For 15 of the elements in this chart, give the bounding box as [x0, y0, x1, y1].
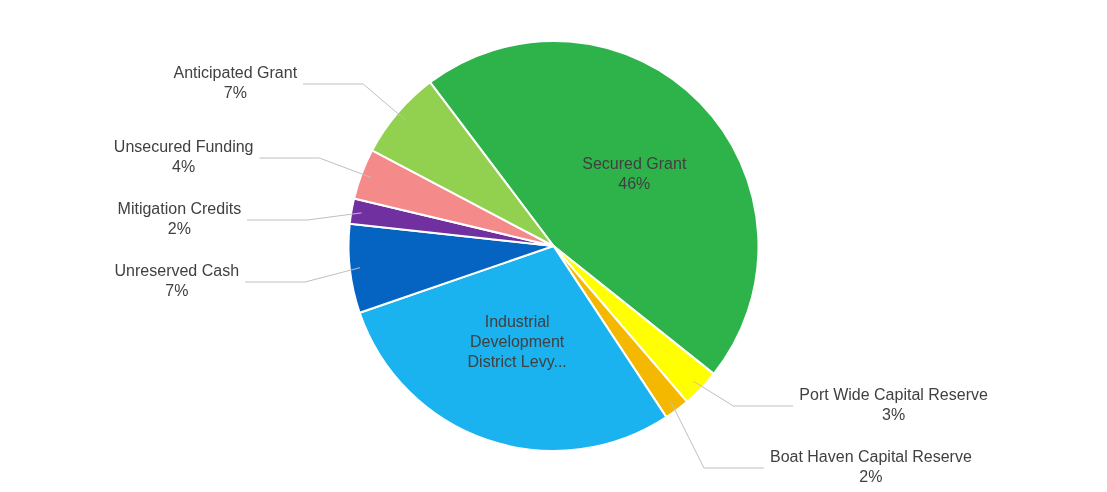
slice-label: Unreserved Cash: [114, 262, 240, 280]
slice-label: Boat Haven Capital Reserve: [769, 448, 972, 466]
data-label: 7%: [165, 282, 189, 300]
data-label: 3%: [882, 406, 906, 424]
data-label: 46%: [618, 174, 651, 192]
slice-label: Unsecured Funding: [113, 138, 254, 156]
data-label: 2%: [167, 220, 191, 238]
data-label: 2%: [859, 468, 883, 486]
slice-label: Port Wide Capital Reserve: [799, 386, 988, 404]
slice-label: Secured Grant: [582, 154, 687, 172]
slice-label: Anticipated Grant: [173, 64, 298, 82]
data-label: 7%: [223, 84, 247, 102]
slice-label: Mitigation Credits: [117, 200, 242, 218]
data-label: 4%: [172, 158, 196, 176]
slice-label: Industrial Development District Levy...: [467, 313, 567, 371]
